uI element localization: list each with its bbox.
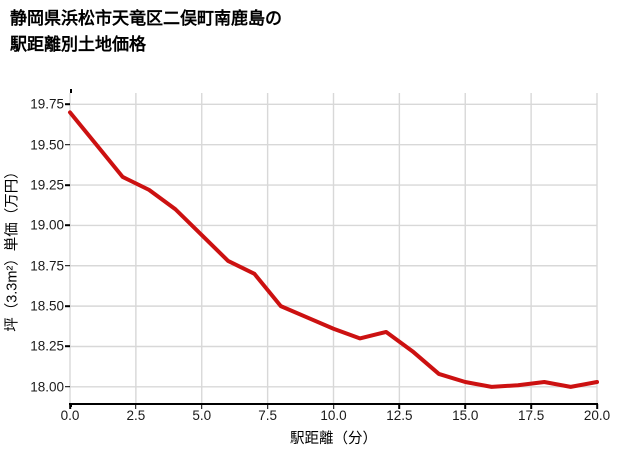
x-tick-mark bbox=[135, 404, 137, 409]
x-tick-label: 2.5 bbox=[126, 408, 146, 423]
x-tick-label: 0.0 bbox=[60, 408, 80, 423]
x-tick-mark bbox=[266, 404, 269, 409]
plot-area bbox=[68, 93, 599, 403]
y-tick-label: 18.75 bbox=[30, 258, 64, 274]
y-tick-mark bbox=[65, 184, 70, 186]
x-tick-mark bbox=[596, 404, 598, 409]
x-tick-mark bbox=[332, 404, 335, 409]
price-line bbox=[68, 110, 599, 389]
y-tick-label: 18.50 bbox=[30, 298, 64, 314]
y-tick-label: 18.25 bbox=[30, 338, 64, 354]
data-line-layer bbox=[68, 110, 599, 389]
x-tick-label: 17.5 bbox=[517, 408, 545, 423]
y-tick-mark bbox=[65, 224, 70, 227]
x-tick-label: 7.5 bbox=[258, 408, 278, 423]
x-tick-label: 15.0 bbox=[452, 408, 479, 423]
y-tick-mark bbox=[65, 264, 70, 267]
x-tick-mark bbox=[398, 404, 401, 409]
y-tick-mark bbox=[65, 345, 70, 348]
y-tick-label: 19.50 bbox=[30, 137, 64, 153]
y-tick-mark bbox=[65, 386, 70, 388]
x-tick-mark bbox=[530, 404, 532, 409]
x-tick-label: 10.0 bbox=[320, 408, 347, 423]
y-tick-label: 19.75 bbox=[30, 96, 64, 112]
y-tick-mark bbox=[65, 143, 70, 146]
x-tick-mark bbox=[464, 404, 467, 409]
chart-title: 静岡県浜松市天竜区二俣町南鹿島の 駅距離別土地価格 bbox=[10, 9, 282, 54]
y-tick-label: 19.25 bbox=[30, 177, 64, 193]
y-axis-tick-labels: 18.00 18.25 18.50 18.75 19.00 19.25 19.50 19.75 bbox=[0, 0, 64, 465]
x-axis-label: 駅距離（分） bbox=[290, 431, 377, 447]
y-tick-mark bbox=[65, 103, 70, 106]
y-tick-label: 18.00 bbox=[30, 379, 64, 395]
y-tick-mark bbox=[65, 305, 70, 307]
x-tick-mark bbox=[200, 404, 203, 409]
x-tick-label: 5.0 bbox=[192, 408, 212, 423]
gridlines bbox=[69, 93, 598, 403]
x-tick-mark bbox=[69, 404, 71, 409]
y-axis-label-wrap: 坪（3.3m²）単価（万円） bbox=[0, 93, 22, 403]
x-tick-label: 20.0 bbox=[583, 408, 611, 423]
x-tick-label: 12.5 bbox=[386, 408, 413, 423]
y-tick-label: 19.00 bbox=[30, 217, 64, 233]
y-axis-label: 坪（3.3m²）単価（万円） bbox=[4, 164, 21, 332]
